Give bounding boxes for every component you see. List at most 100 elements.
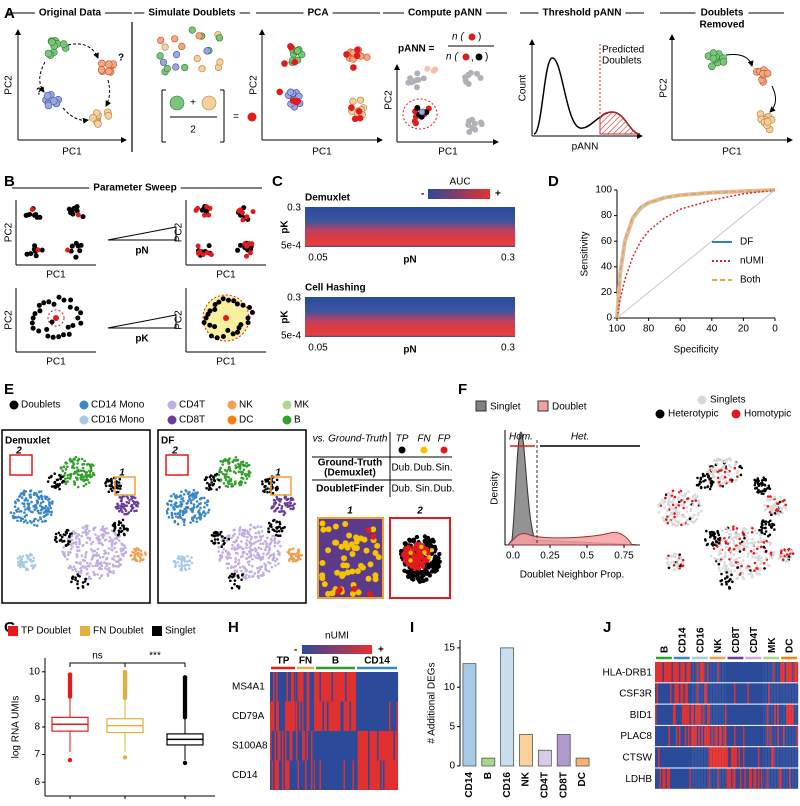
heat-cell [689,747,691,768]
dot [769,555,772,558]
heat-cell [751,683,754,704]
dot [191,517,194,521]
dot [40,497,44,501]
group-label: CD14 [364,656,390,667]
dot [738,573,742,576]
heat-cell [717,747,720,768]
heat-cell [656,662,659,683]
dot [202,511,205,514]
dot [112,522,116,526]
heat-cell [732,683,735,704]
dot [135,509,138,512]
dot [218,470,221,474]
arrow [67,43,99,59]
heat-cell [708,683,711,704]
heat-cell [279,672,281,702]
heat-cell [723,683,726,704]
heat-cell [748,662,751,683]
heat-cell [356,760,358,790]
dot [288,558,291,561]
dot [67,672,73,677]
heat-cell [363,672,366,702]
axis-label: PC2 [249,75,260,95]
dot [68,540,72,543]
dot [264,539,267,543]
dot [230,547,234,550]
heat-cell [714,662,717,683]
dot [200,496,203,500]
dot [179,557,182,561]
dot [159,58,168,66]
dot [768,487,772,491]
heat-cell [294,731,296,761]
dot [344,569,351,576]
heat-cell [668,683,671,704]
dot [217,541,220,545]
dot [67,542,70,546]
dot [264,565,267,569]
dot [704,479,707,482]
heat-cell [720,747,723,768]
heat-cell [375,672,378,702]
heat-cell [352,731,355,761]
heat-cell [396,731,399,761]
heat-cell [319,760,322,790]
dot [437,551,442,557]
dot [679,489,683,493]
heat-cell [378,701,381,731]
heat-cell [789,768,791,789]
dot [319,520,326,527]
dot [237,576,240,579]
heat-cell [771,662,773,683]
dot [294,47,302,55]
dot [84,482,88,486]
dot [77,533,80,536]
heat-cell [659,683,662,704]
heat-cell [707,725,709,747]
dot [81,475,85,479]
dot [13,505,17,509]
dot [80,534,83,538]
heat-cell [339,701,341,731]
heat-cell [698,683,700,704]
heat-cell [771,747,773,768]
heat-cell [384,760,387,790]
heat-cell [741,683,744,704]
axis-label: PC1 [312,147,332,158]
heat-cell [720,662,723,683]
heat-cell [374,731,376,761]
dot [66,476,69,480]
dot [779,551,783,555]
x-tick-label: DC [577,772,588,786]
dot [251,564,254,568]
heat-cell [726,662,729,683]
dot [414,70,421,77]
dot [787,555,791,558]
dot [103,527,106,531]
heat-cell [710,683,712,704]
dot [773,512,777,515]
dot [98,538,102,541]
axis-label: PC2 [174,310,185,330]
dot [214,335,220,341]
dot [721,529,724,533]
heat-cell [753,768,755,789]
dot [751,555,754,559]
heat-cell [270,672,272,702]
dot [414,561,419,567]
heat-cell [754,662,757,683]
heat-cell [708,747,711,768]
heat-cell [795,683,797,704]
heat-cell [760,704,763,725]
dot [740,543,744,546]
heat-cell [695,683,697,704]
dot [72,565,76,568]
heat-cell [276,701,278,731]
dot [76,582,79,586]
axis-label: PC1 [438,147,458,158]
heat-cell [334,701,337,731]
dot [250,209,256,215]
heat-cell [759,747,761,768]
dot [685,506,689,509]
heat-cell [273,731,275,761]
